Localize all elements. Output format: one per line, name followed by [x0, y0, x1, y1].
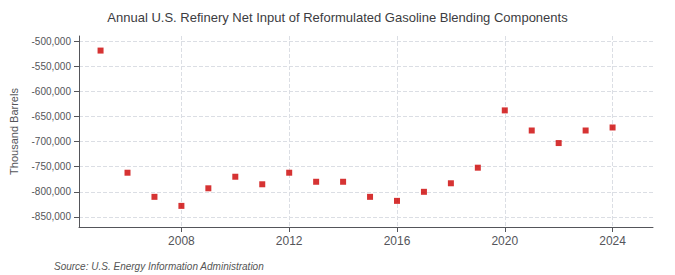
svg-text:2008: 2008: [168, 234, 195, 248]
svg-text:2012: 2012: [276, 234, 303, 248]
svg-text:Thousand Barrels: Thousand Barrels: [8, 88, 20, 175]
svg-text:-500,000: -500,000: [32, 36, 72, 47]
svg-text:-600,000: -600,000: [32, 86, 72, 97]
svg-text:-550,000: -550,000: [32, 61, 72, 72]
svg-text:Source: U.S. Energy Informatio: Source: U.S. Energy Information Administ…: [54, 261, 264, 272]
svg-text:2020: 2020: [491, 234, 518, 248]
svg-text:-750,000: -750,000: [32, 161, 72, 172]
svg-text:Annual U.S. Refinery Net Input: Annual U.S. Refinery Net Input of Reform…: [107, 10, 568, 25]
svg-text:2016: 2016: [384, 234, 411, 248]
svg-text:-800,000: -800,000: [32, 186, 72, 197]
svg-text:-850,000: -850,000: [32, 211, 72, 222]
svg-text:2024: 2024: [599, 234, 626, 248]
svg-text:-650,000: -650,000: [32, 111, 72, 122]
svg-text:-700,000: -700,000: [32, 136, 72, 147]
